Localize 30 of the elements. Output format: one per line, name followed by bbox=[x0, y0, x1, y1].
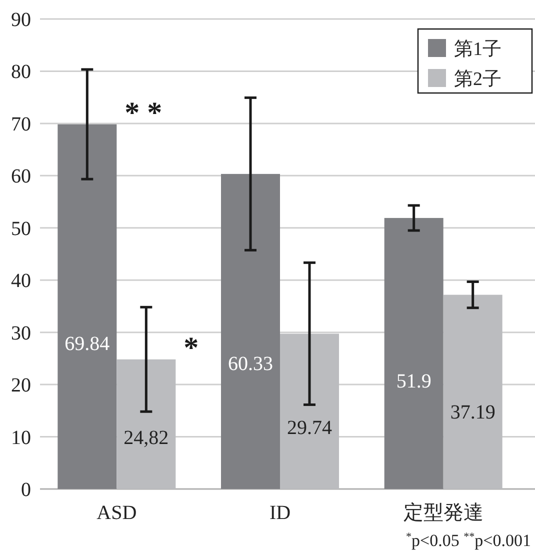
data-label: 51.9 bbox=[396, 370, 432, 393]
y-tick-label: 60 bbox=[11, 166, 31, 188]
y-tick-label: 50 bbox=[11, 218, 31, 240]
bar bbox=[58, 124, 117, 489]
y-tick-label: 70 bbox=[11, 113, 31, 136]
y-tick-label: 20 bbox=[11, 374, 31, 397]
legend-label: 第2子 bbox=[454, 69, 502, 90]
y-tick-label: 10 bbox=[11, 426, 31, 449]
data-label: 69.84 bbox=[64, 333, 110, 356]
bar bbox=[280, 334, 339, 489]
y-tick-label: 40 bbox=[11, 270, 31, 292]
y-tick-label: 0 bbox=[21, 479, 31, 501]
bar bbox=[443, 294, 502, 489]
x-tick-label: ID bbox=[269, 502, 291, 524]
bar bbox=[221, 174, 280, 489]
legend-label: 第1子 bbox=[454, 39, 502, 60]
annotation: * bbox=[184, 331, 199, 364]
annotation: * * bbox=[124, 96, 162, 130]
x-tick-label: 定型発達 bbox=[403, 502, 484, 524]
x-tick-label: ASD bbox=[96, 502, 137, 524]
data-label: 24,82 bbox=[124, 427, 169, 450]
data-label: 29.74 bbox=[287, 416, 332, 439]
y-tick-label: 90 bbox=[11, 9, 31, 31]
text: $^{*}$p<0.05 $^{**}$p<0.001 bbox=[406, 531, 531, 550]
bar bbox=[384, 218, 444, 489]
data-label: 60.33 bbox=[228, 352, 273, 375]
y-tick-label: 30 bbox=[11, 322, 31, 344]
bar bbox=[116, 359, 176, 489]
data-label: 37.19 bbox=[450, 401, 496, 424]
y-tick-label: 80 bbox=[11, 61, 31, 84]
